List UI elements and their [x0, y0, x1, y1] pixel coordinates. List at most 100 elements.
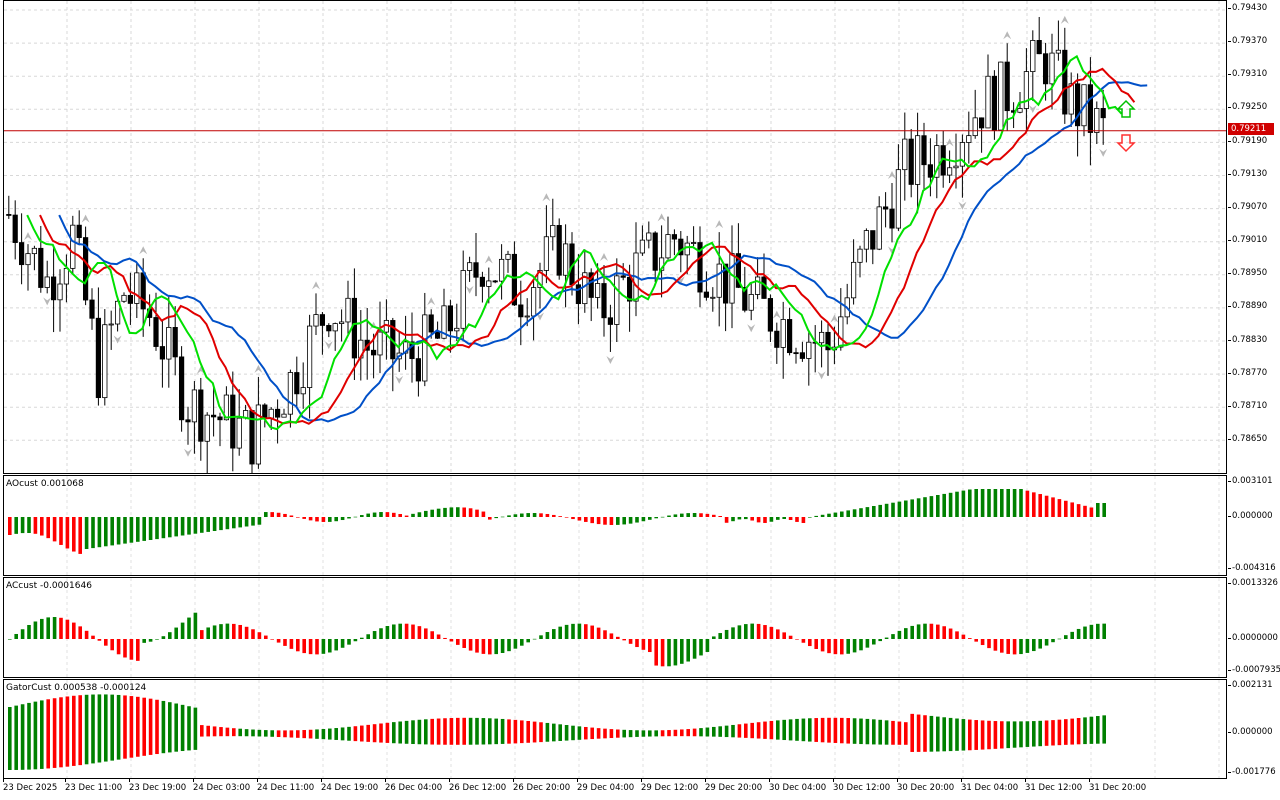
histogram-bar — [916, 624, 921, 639]
time-tick: 30 Dec 04:00 — [769, 779, 827, 793]
histogram-bar — [910, 499, 914, 517]
candle — [793, 352, 799, 355]
gator-bar-up — [1019, 721, 1023, 734]
histogram-bar — [257, 632, 262, 639]
gator-bar-up — [1051, 720, 1055, 734]
gator-bar-up — [776, 720, 780, 734]
gator-bar-up — [910, 713, 914, 734]
gator-bar-down — [308, 734, 313, 739]
histogram-bar — [1006, 639, 1010, 654]
candle — [537, 270, 543, 288]
gator-bar-down — [750, 734, 754, 739]
histogram-bar — [270, 639, 274, 640]
gator-bar-down — [878, 734, 882, 745]
histogram-bar — [104, 639, 108, 646]
gator-bar-up — [174, 703, 178, 734]
histogram-bar — [1044, 495, 1049, 517]
candle — [159, 346, 165, 360]
time-tick: 30 Dec 20:00 — [897, 779, 955, 793]
histogram-bar — [910, 625, 914, 639]
histogram-bar — [1038, 494, 1042, 517]
gator-indicator-pane[interactable]: GatorCust 0.000538 -0.000124 — [3, 679, 1227, 779]
histogram-bar — [776, 517, 780, 520]
gator-bar-down — [539, 734, 543, 743]
histogram-bar — [1044, 639, 1049, 646]
gator-title: GatorCust 0.000538 -0.000124 — [6, 683, 147, 693]
price-tick: 0.78890 — [1228, 301, 1267, 311]
gator-bar-up — [552, 723, 556, 734]
gator-bar-up — [417, 719, 422, 734]
gator-axis-tick: -0.001776 — [1228, 767, 1276, 777]
histogram-bar — [424, 628, 428, 639]
price-tick: 0.79010 — [1228, 235, 1267, 245]
candle — [819, 331, 825, 344]
price-tick: 0.79070 — [1228, 202, 1267, 212]
gator-bar-down — [692, 734, 697, 737]
histogram-bar — [622, 639, 626, 641]
histogram-bar — [411, 624, 415, 639]
gator-bar-up — [289, 730, 294, 734]
ao-histogram — [8, 476, 1220, 575]
histogram-bar — [955, 491, 959, 517]
gator-bar-down — [673, 734, 678, 737]
histogram-bar — [513, 639, 518, 649]
histogram-bar — [872, 639, 876, 645]
gator-bar-up — [500, 718, 505, 734]
gator-bar-down — [270, 734, 274, 737]
histogram-bar — [283, 639, 287, 646]
time-axis: 23 Dec 2025 23 Dec 11:00 23 Dec 19:00 24… — [3, 779, 1227, 800]
gator-bar-down — [500, 734, 505, 744]
gator-bar-up — [852, 718, 857, 734]
histogram-bar — [40, 618, 44, 639]
candle — [1055, 49, 1061, 54]
histogram-bar — [782, 517, 786, 520]
gator-bar-up — [27, 702, 31, 734]
candle — [889, 208, 895, 229]
histogram-bar — [33, 517, 38, 534]
price-chart-pane[interactable] — [3, 0, 1227, 474]
gator-bar-up — [155, 699, 159, 734]
gator-bar-up — [142, 697, 146, 734]
ao-indicator-pane[interactable]: AOcust 0.001068 — [3, 475, 1227, 576]
gator-bar-up — [404, 720, 409, 734]
histogram-bar — [91, 517, 95, 549]
candle — [774, 330, 780, 348]
histogram-bar — [244, 626, 249, 639]
candle — [191, 389, 197, 423]
histogram-bar — [814, 515, 818, 517]
candle — [908, 138, 914, 185]
gator-bar-down — [321, 734, 326, 740]
histogram-bar — [801, 639, 806, 643]
histogram-bar — [532, 638, 537, 640]
ac-axis-tick: 0.0013326 — [1228, 578, 1278, 588]
candle — [370, 349, 377, 356]
gator-bar-up — [993, 721, 998, 734]
histogram-bar — [481, 511, 486, 517]
gator-bar-up — [904, 722, 908, 734]
histogram-bar — [366, 513, 370, 517]
gator-bar-down — [398, 734, 402, 744]
fractal-down-icon — [113, 335, 122, 344]
candle — [140, 272, 146, 310]
gator-axis-tick: 0.002131 — [1228, 680, 1273, 690]
histogram-bar — [859, 508, 863, 517]
histogram-bar — [628, 639, 633, 644]
fractal-up-icon — [830, 314, 839, 323]
candle — [44, 276, 50, 288]
time-tick: 29 Dec 20:00 — [705, 779, 763, 793]
histogram-bar — [1096, 503, 1100, 517]
histogram-bar — [571, 623, 575, 639]
histogram-bar — [961, 490, 966, 517]
histogram-bar — [948, 492, 953, 517]
gator-bar-up — [513, 719, 518, 734]
gator-bar-up — [628, 730, 633, 734]
candle — [806, 341, 812, 359]
histogram-bar — [110, 517, 114, 546]
ac-indicator-pane[interactable]: ACcust -0.0001646 — [3, 577, 1227, 678]
fractal-down-icon — [1099, 148, 1108, 157]
gator-bar-up — [808, 718, 812, 734]
gator-bar-down — [705, 734, 710, 737]
price-chart[interactable] — [4, 1, 1227, 474]
gator-bar-down — [430, 734, 434, 745]
histogram-bar — [756, 517, 761, 523]
